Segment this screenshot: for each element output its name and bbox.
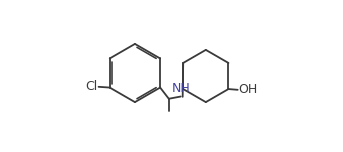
Text: Cl: Cl xyxy=(86,80,98,93)
Text: NH: NH xyxy=(172,82,191,95)
Text: OH: OH xyxy=(238,83,257,96)
